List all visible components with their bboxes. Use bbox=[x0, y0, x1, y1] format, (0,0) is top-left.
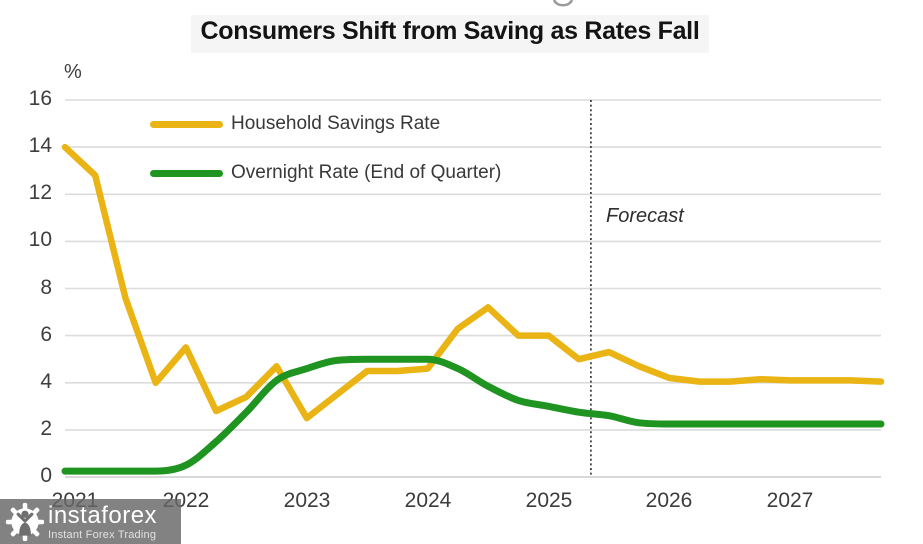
legend-swatch-green bbox=[150, 169, 223, 177]
y-axis-unit-label: % bbox=[64, 61, 82, 83]
x-tick-label-2026: 2026 bbox=[645, 489, 693, 512]
legend-swatch-yellow bbox=[150, 120, 223, 128]
y-tick-label-6: 6 bbox=[40, 323, 52, 346]
watermark-text: instaforex Instant Forex Trading bbox=[48, 503, 157, 541]
y-tick-label-8: 8 bbox=[40, 276, 52, 299]
page-title: Consumers Shift from Saving as Rates Fal… bbox=[152, 15, 748, 53]
y-tick-label-16: 16 bbox=[28, 87, 52, 110]
person-icon bbox=[16, 510, 34, 536]
legend-item-overnight-rate: Overnight Rate (End of Quarter) bbox=[150, 160, 501, 186]
watermark-brand: instaforex bbox=[48, 502, 158, 529]
x-tick-label-2027: 2027 bbox=[766, 489, 814, 512]
y-tick-label-4: 4 bbox=[40, 370, 52, 393]
y-tick-label-12: 12 bbox=[28, 181, 52, 204]
gear-icon bbox=[5, 502, 45, 542]
x-tick-label-2023: 2023 bbox=[283, 489, 331, 512]
watermark-tagline: Instant Forex Trading bbox=[48, 529, 157, 542]
y-tick-label-14: 14 bbox=[28, 134, 52, 157]
series-line-1 bbox=[61, 355, 885, 475]
legend-label: Household Savings Rate bbox=[231, 113, 441, 134]
y-tick-label-0: 0 bbox=[40, 464, 52, 487]
legend-label: Overnight Rate (End of Quarter) bbox=[231, 162, 502, 183]
series-line-0 bbox=[61, 143, 885, 422]
legend-item-household-savings-rate: Household Savings Rate bbox=[150, 111, 440, 137]
x-tick-label-2025: 2025 bbox=[525, 489, 573, 512]
x-tick-label-2024: 2024 bbox=[404, 489, 452, 512]
watermark: instaforex Instant Forex Trading bbox=[0, 499, 181, 544]
cropped-text-artifact bbox=[552, 0, 574, 7]
y-tick-label-10: 10 bbox=[28, 228, 52, 251]
chart-title: Consumers Shift from Saving as Rates Fal… bbox=[190, 15, 710, 53]
forecast-annotation: Forecast bbox=[606, 205, 684, 227]
y-tick-label-2: 2 bbox=[40, 417, 52, 440]
